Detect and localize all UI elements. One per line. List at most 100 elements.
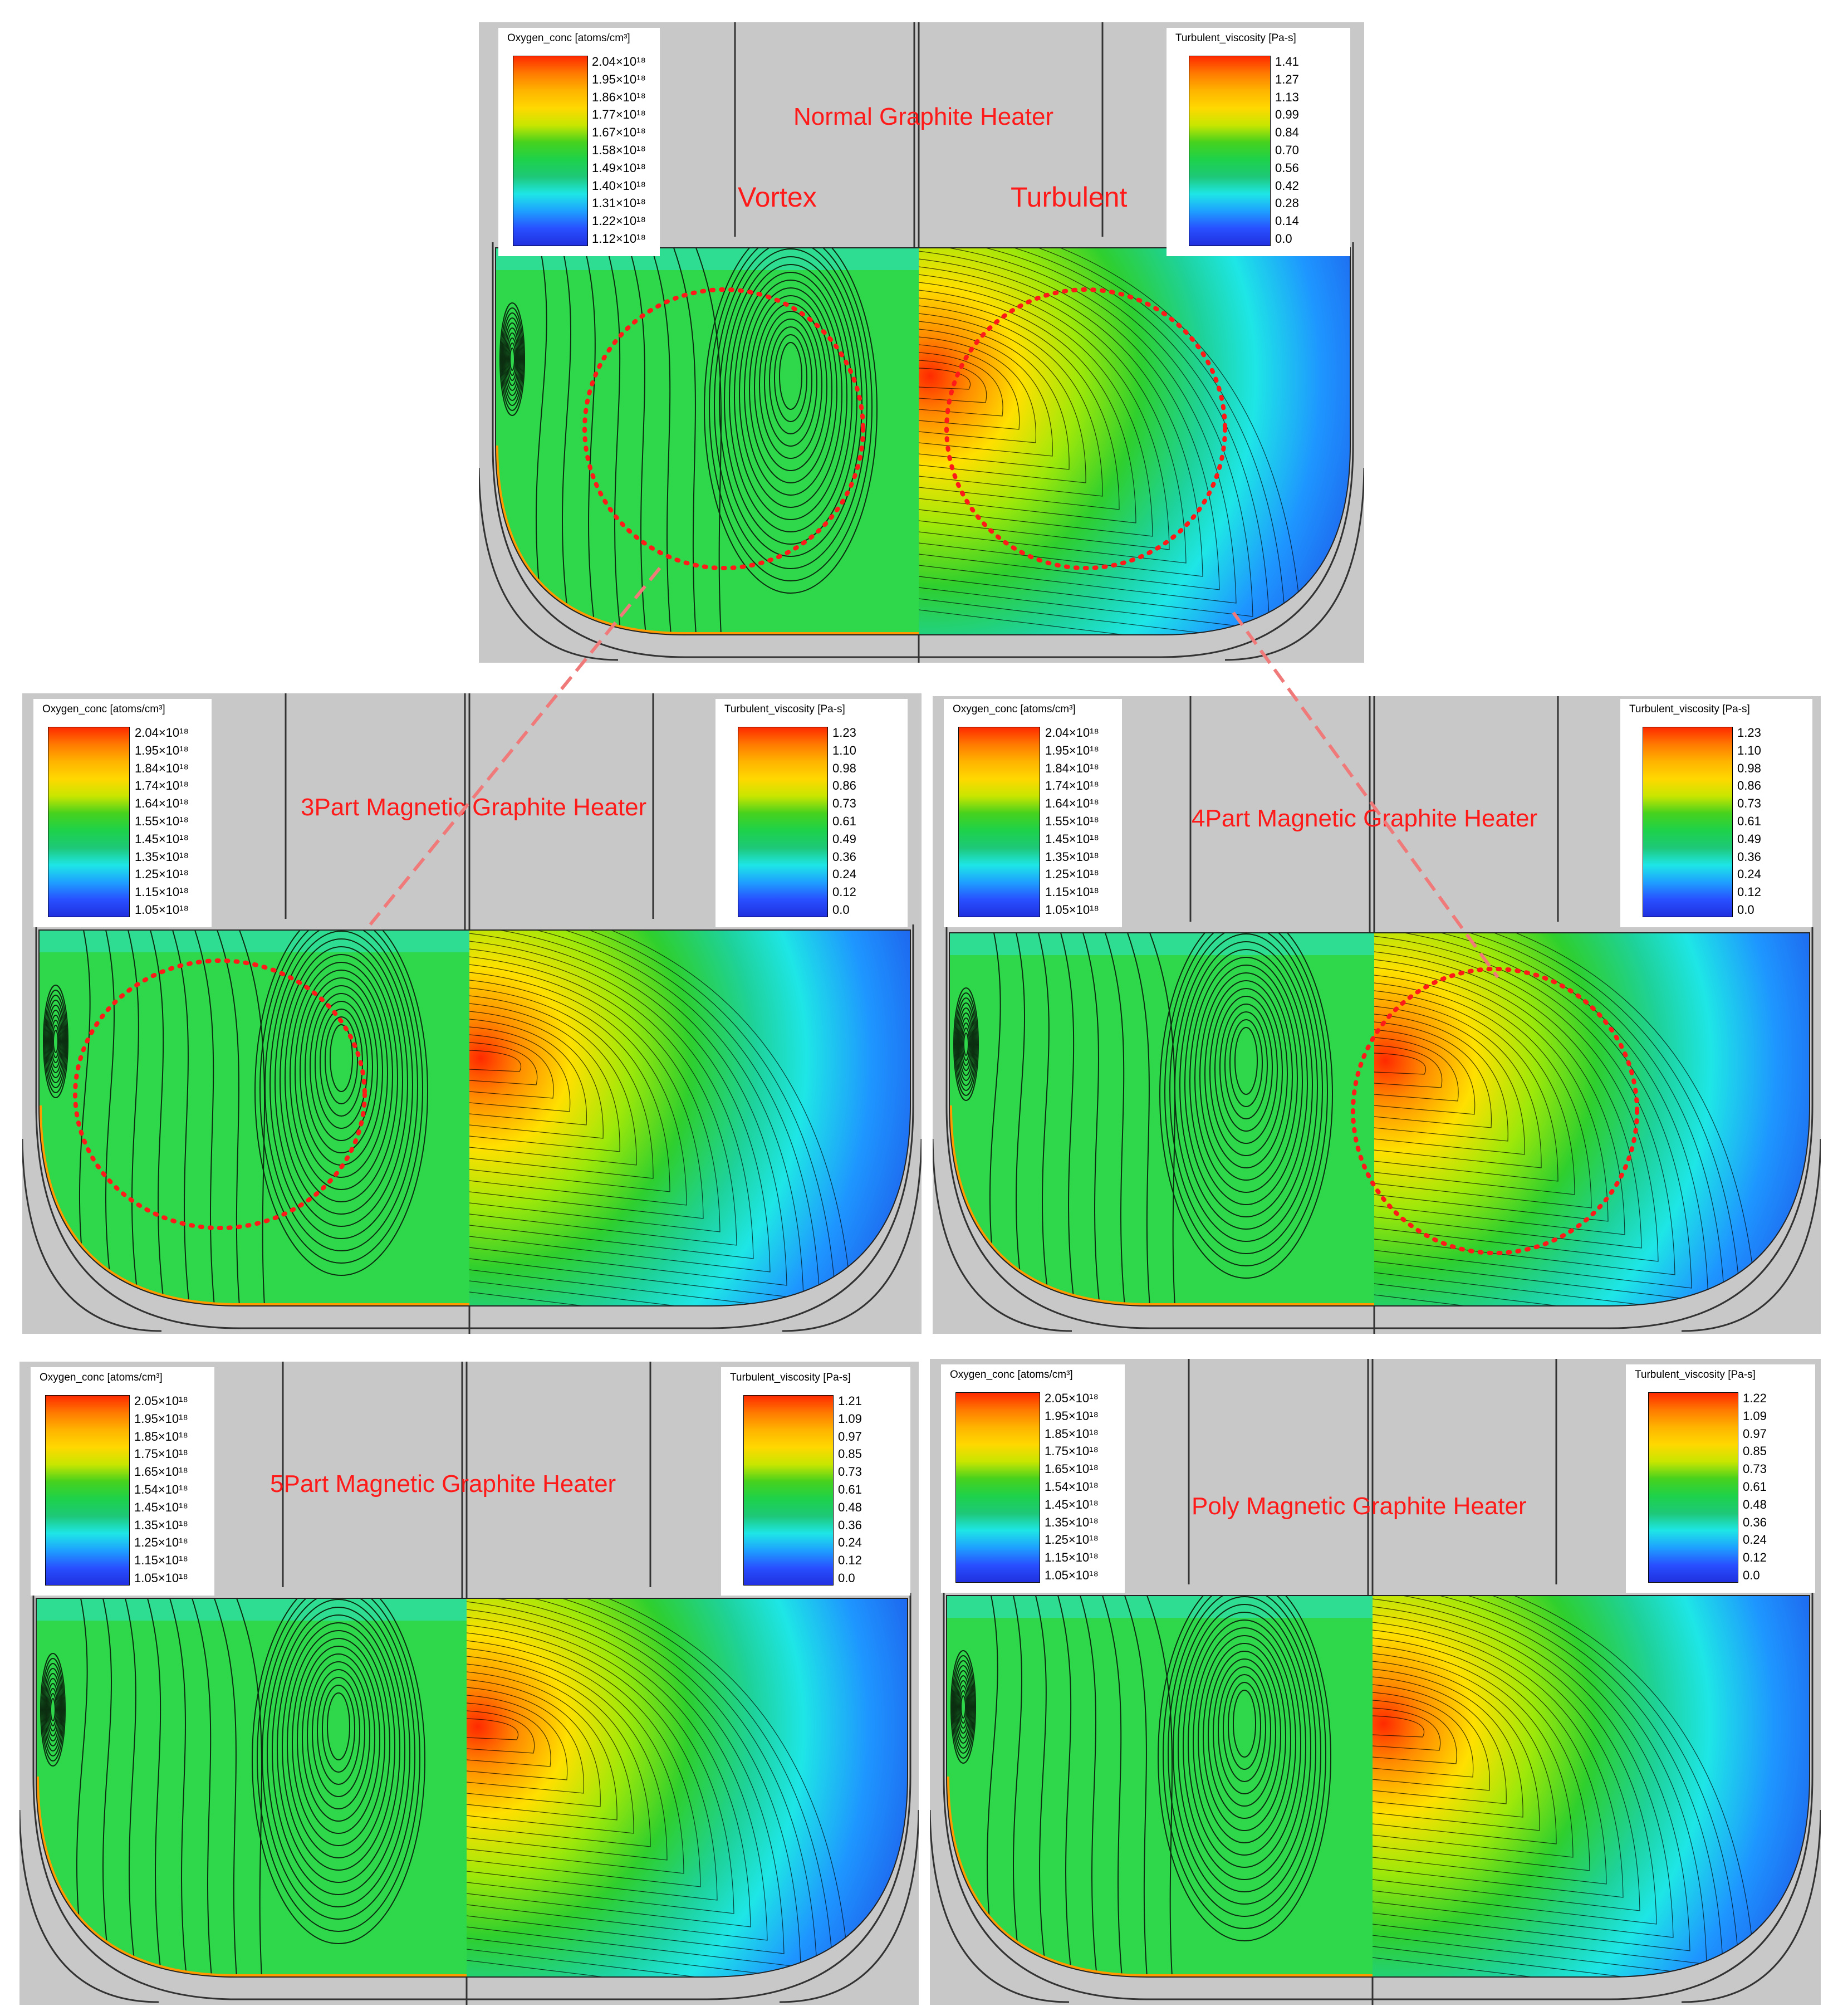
melt-field xyxy=(947,1596,1810,1977)
viscosity-contour xyxy=(1373,1596,1690,1951)
oxygen-tick: 1.31×10¹⁸ xyxy=(592,196,646,211)
viscosity-contour xyxy=(1374,990,1558,1182)
streamline xyxy=(1168,1596,1321,1917)
viscosity-colorbar xyxy=(1643,727,1733,917)
viscosity-tick: 0.98 xyxy=(832,761,856,775)
wall-vortex xyxy=(953,1660,974,1754)
viscosity-contour xyxy=(1373,1606,1657,1925)
viscosity-contour xyxy=(1373,1707,1441,1751)
viscosity-tick: 0.12 xyxy=(832,885,856,899)
wall-vortex xyxy=(52,1025,60,1058)
wall-vortex xyxy=(45,995,66,1088)
viscosity-contour xyxy=(919,360,987,403)
streamline xyxy=(1214,996,1278,1144)
viscosity-legend-ticks: 1.21 1.09 0.97 0.85 0.73 0.61 0.48 0.36 … xyxy=(838,1395,905,1584)
oxygen-tick: 1.35×10¹⁸ xyxy=(135,849,189,864)
simulation-field xyxy=(933,696,1821,1334)
flow-line xyxy=(125,1598,137,1977)
streamline xyxy=(1188,1619,1301,1868)
streamline xyxy=(1159,933,1333,1279)
oxygen-tick: 1.15×10¹⁸ xyxy=(134,1553,188,1568)
oxygen-tick: 1.55×10¹⁸ xyxy=(135,814,189,828)
heater-curve-right xyxy=(782,1138,922,1332)
heater-curve-right xyxy=(1681,1809,1821,2003)
oxygen-tick: 1.84×10¹⁸ xyxy=(1045,761,1099,775)
viscosity-legend-title: Turbulent_viscosity [Pa-s] xyxy=(1629,703,1750,715)
streamline xyxy=(262,1598,415,1920)
wall-vortex xyxy=(958,1685,968,1729)
streamline xyxy=(1223,1674,1266,1782)
flow-line xyxy=(214,1598,237,1977)
flow-line xyxy=(1127,933,1150,1306)
streamline xyxy=(330,1024,353,1092)
viscosity-contour xyxy=(467,1598,835,1977)
wall-vortex xyxy=(47,1005,64,1078)
viscosity-tick: 0.61 xyxy=(1737,814,1761,828)
viscosity-field xyxy=(467,1598,908,1977)
viscosity-contour xyxy=(467,1640,684,1874)
viscosity-contour xyxy=(469,1042,538,1085)
viscosity-contour xyxy=(469,930,854,1306)
viscosity-contour xyxy=(467,1695,568,1780)
viscosity-tick: 0.12 xyxy=(1743,1550,1767,1565)
viscosity-contour xyxy=(467,1598,851,1977)
viscosity-contour xyxy=(467,1710,535,1754)
viscosity-tick: 0.36 xyxy=(832,849,856,864)
viscosity-contour xyxy=(919,321,1070,470)
crucible-outer-wall xyxy=(945,927,1814,1329)
oxygen-tick: 1.65×10¹⁸ xyxy=(134,1465,188,1479)
streamline xyxy=(292,1638,385,1846)
streamline xyxy=(759,311,822,459)
wall-vortex xyxy=(51,1020,61,1063)
flow-line xyxy=(239,930,265,1306)
flow-line xyxy=(147,1598,162,1977)
melt-outline xyxy=(36,1598,908,1978)
melt-outline xyxy=(38,929,911,1307)
turbulent-label: Turbulent xyxy=(1011,182,1128,213)
viscosity-tick: 0.98 xyxy=(1737,761,1761,775)
viscosity-tick: 0.0 xyxy=(1743,1568,1760,1582)
streamline xyxy=(307,1661,370,1809)
viscosity-contour xyxy=(1374,998,1542,1168)
streamline xyxy=(1213,1658,1276,1807)
oxygen-tick: 1.54×10¹⁸ xyxy=(134,1482,188,1496)
viscosity-contour xyxy=(467,1656,651,1847)
streamline xyxy=(272,1607,405,1895)
oxygen-tick: 2.04×10¹⁸ xyxy=(135,726,189,740)
streamline xyxy=(254,930,428,1276)
melt-field xyxy=(949,933,1810,1306)
viscosity-tick: 0.84 xyxy=(1275,125,1299,140)
crucible-outer-wall xyxy=(943,1590,1814,2000)
viscosity-colorbar xyxy=(1648,1392,1738,1583)
viscosity-legend-ticks: 1.23 1.10 0.98 0.86 0.73 0.61 0.49 0.36 … xyxy=(832,727,899,916)
streamline xyxy=(252,1598,425,1944)
wall-vortex xyxy=(49,1693,57,1726)
viscosity-contour xyxy=(469,941,754,1259)
wall-vortex xyxy=(53,1030,58,1053)
wall-vortex xyxy=(950,1650,976,1764)
heater-curve-right xyxy=(779,1809,919,2003)
wall-vortex xyxy=(499,302,525,416)
viscosity-contour xyxy=(919,258,1203,577)
viscosity-contour xyxy=(1374,967,1609,1222)
flow-line xyxy=(1124,1596,1148,1977)
oxygen-tick: 1.74×10¹⁸ xyxy=(1045,779,1099,793)
viscosity-tick: 0.36 xyxy=(838,1518,862,1532)
oxygen-tick: 1.25×10¹⁸ xyxy=(1045,867,1099,882)
oxygen-colorbar xyxy=(955,1392,1040,1583)
oxygen-legend: Oxygen_conc [atoms/cm³] 2.04×10¹⁸ 1.95×1… xyxy=(944,699,1122,927)
streamline xyxy=(305,985,378,1153)
viscosity-contour xyxy=(919,344,1020,430)
streamline xyxy=(285,954,398,1202)
flow-line xyxy=(194,930,215,1306)
viscosity-contour xyxy=(467,1617,734,1914)
viscosity-tick: 0.73 xyxy=(1743,1462,1767,1476)
streamline xyxy=(259,930,423,1264)
viscosity-tick: 0.0 xyxy=(1275,232,1292,246)
streamline xyxy=(277,1614,400,1883)
wall-vortex xyxy=(50,1698,56,1721)
viscosity-colorbar xyxy=(1189,56,1271,246)
viscosity-colorbar xyxy=(743,1395,834,1586)
streamline xyxy=(315,1001,368,1129)
streamline xyxy=(282,1622,395,1871)
